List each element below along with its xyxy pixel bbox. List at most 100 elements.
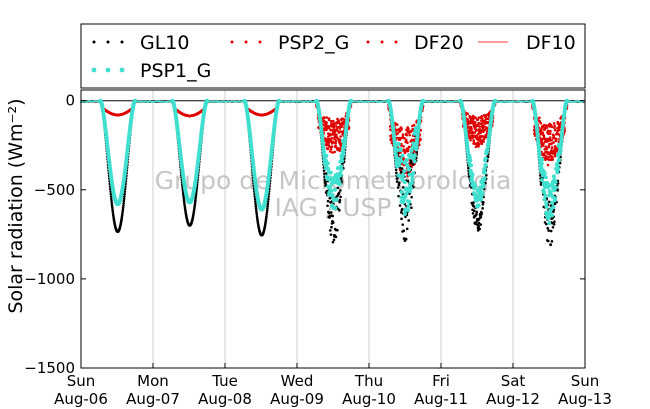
data-point <box>482 137 486 141</box>
data-point <box>162 100 166 103</box>
data-point <box>549 130 552 133</box>
data-point <box>553 185 558 190</box>
data-point <box>482 130 485 134</box>
y-tick-label: −1500 <box>24 359 75 377</box>
data-point <box>338 173 343 178</box>
data-point <box>122 201 125 205</box>
data-point <box>400 167 404 170</box>
data-point <box>474 116 477 119</box>
data-point <box>400 128 403 131</box>
legend-swatch-dot <box>244 40 248 44</box>
data-point <box>323 119 326 123</box>
data-point <box>480 116 483 120</box>
data-point <box>551 158 554 161</box>
data-point <box>266 200 270 203</box>
data-point <box>551 174 556 179</box>
x-tick-label-date: Aug-08 <box>198 390 252 408</box>
legend-item-gl10: GL10 <box>92 32 190 54</box>
data-point <box>543 148 547 151</box>
data-point <box>254 207 258 210</box>
data-point <box>329 211 333 214</box>
data-point <box>401 133 405 136</box>
data-point <box>457 100 460 103</box>
data-point <box>443 100 446 103</box>
data-point <box>546 239 550 243</box>
x-tick-label-day: Thu <box>354 372 383 390</box>
data-point <box>470 175 475 180</box>
data-point <box>265 211 269 214</box>
data-point <box>194 192 198 196</box>
data-point <box>328 229 332 232</box>
legend-swatch-dot <box>258 40 262 44</box>
data-point <box>407 127 410 131</box>
y-tick-label: 0 <box>65 92 75 110</box>
data-point <box>265 209 269 212</box>
data-point <box>482 166 487 171</box>
data-point <box>223 100 227 103</box>
data-point <box>325 161 330 166</box>
data-point <box>558 161 562 165</box>
data-point <box>477 145 480 148</box>
data-point <box>552 141 555 144</box>
data-point <box>552 122 556 125</box>
data-point <box>546 163 550 167</box>
data-point <box>337 131 341 134</box>
data-point <box>266 202 270 206</box>
data-point <box>545 147 549 150</box>
data-point <box>485 127 488 130</box>
data-point <box>542 133 545 137</box>
x-tick-label-day: Tue <box>211 372 238 390</box>
data-point <box>519 100 523 103</box>
data-point <box>396 186 400 189</box>
data-point <box>419 138 422 141</box>
data-point <box>545 137 549 141</box>
data-point <box>479 138 482 142</box>
data-point <box>473 131 477 134</box>
data-point <box>400 153 405 158</box>
x-tick-label-date: Aug-13 <box>558 390 612 408</box>
data-point <box>385 100 388 103</box>
data-point <box>333 145 337 148</box>
x-tick-label-day: Wed <box>281 372 314 390</box>
data-point <box>169 100 172 103</box>
data-point <box>347 126 351 130</box>
data-point <box>472 201 475 204</box>
data-point <box>478 227 481 231</box>
legend-swatch-dot <box>394 40 398 44</box>
data-point <box>543 137 547 141</box>
data-point <box>398 181 401 185</box>
data-point <box>548 132 552 136</box>
data-point <box>326 124 330 128</box>
data-point <box>553 126 556 130</box>
data-point <box>94 100 97 103</box>
data-point <box>337 119 340 123</box>
data-point <box>109 192 113 196</box>
y-axis-ticks: 0−500−1000−1500 <box>24 92 585 377</box>
data-point <box>328 150 332 153</box>
data-point <box>329 120 333 123</box>
data-point <box>122 204 125 207</box>
data-point <box>331 214 335 218</box>
legend-label: GL10 <box>140 32 190 54</box>
data-point <box>328 184 333 189</box>
data-point <box>331 221 335 224</box>
data-point <box>547 137 551 141</box>
data-point <box>182 201 186 204</box>
data-point <box>410 177 415 182</box>
data-point <box>541 137 545 141</box>
data-point <box>334 139 338 143</box>
data-point <box>265 215 268 218</box>
data-point <box>409 152 414 157</box>
data-point <box>476 203 481 208</box>
data-point <box>470 172 475 177</box>
data-point <box>325 140 329 144</box>
data-point <box>409 148 414 153</box>
data-point <box>547 200 551 204</box>
data-point <box>552 223 556 226</box>
data-point <box>447 100 451 103</box>
data-point <box>338 122 342 126</box>
data-point <box>159 100 163 103</box>
data-point <box>407 199 412 204</box>
data-point <box>550 146 554 149</box>
data-point <box>469 163 474 168</box>
